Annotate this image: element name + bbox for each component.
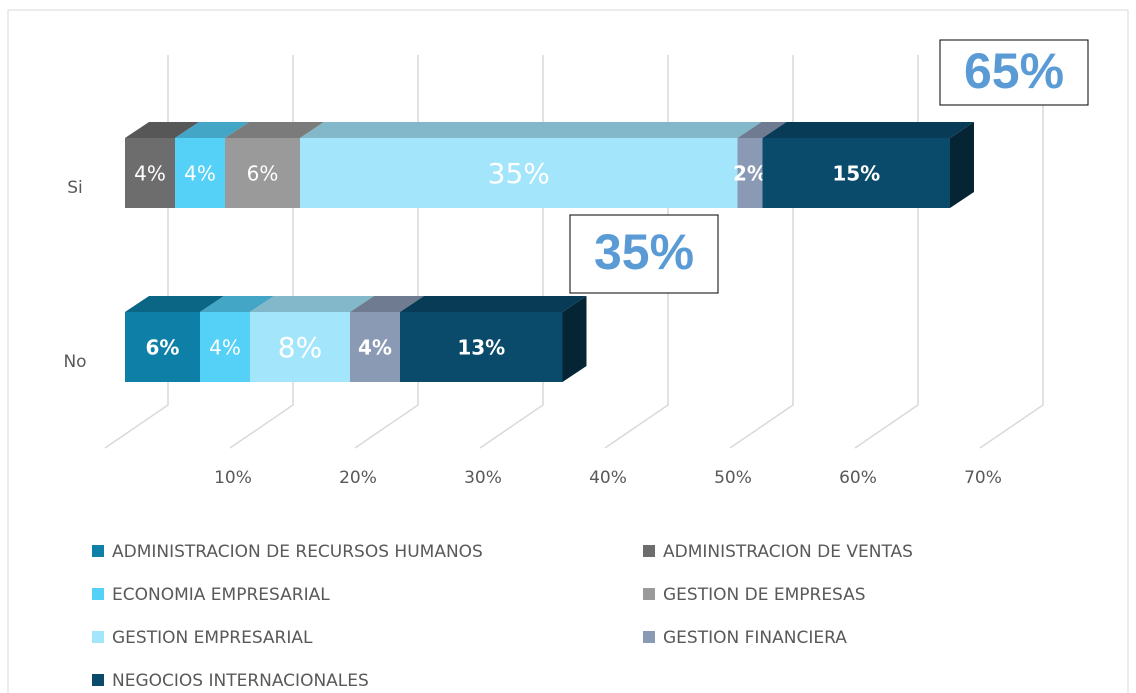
category-label: Si bbox=[67, 178, 83, 198]
annotation: 65% bbox=[964, 43, 1064, 99]
x-tick-label: 30% bbox=[464, 468, 502, 488]
bar-top bbox=[200, 296, 274, 312]
bar bbox=[250, 312, 350, 382]
bar bbox=[350, 312, 400, 382]
data-label: 15% bbox=[832, 162, 880, 186]
data-label: 4% bbox=[134, 162, 166, 186]
legend-label: ADMINISTRACION DE VENTAS bbox=[663, 542, 913, 562]
bar-top bbox=[125, 122, 199, 138]
data-label: 4% bbox=[184, 162, 216, 186]
data-label: 2% bbox=[733, 162, 767, 186]
x-tick-label: 60% bbox=[839, 468, 877, 488]
x-tick-label: 40% bbox=[589, 468, 627, 488]
bar bbox=[762, 138, 950, 208]
data-label: 8% bbox=[278, 331, 322, 364]
legend-swatch bbox=[643, 631, 655, 643]
bar-top bbox=[762, 122, 974, 138]
legend-label: GESTION DE EMPRESAS bbox=[663, 585, 866, 605]
bar-top bbox=[125, 296, 224, 312]
bar bbox=[200, 312, 250, 382]
bar bbox=[225, 138, 300, 208]
bar-top bbox=[737, 122, 787, 138]
bar-side bbox=[562, 296, 587, 382]
data-label: 4% bbox=[209, 336, 241, 360]
legend-swatch bbox=[643, 545, 655, 557]
annotation: 35% bbox=[594, 224, 694, 280]
bar bbox=[737, 138, 763, 208]
data-label: 6% bbox=[146, 336, 180, 360]
bar bbox=[175, 138, 225, 208]
data-label: 13% bbox=[457, 336, 505, 360]
data-label: 35% bbox=[488, 157, 550, 190]
x-tick-label: 50% bbox=[714, 468, 752, 488]
bar bbox=[400, 312, 563, 382]
legend-swatch bbox=[92, 674, 104, 686]
data-label: 4% bbox=[358, 336, 392, 360]
annotation-box bbox=[939, 39, 1089, 106]
x-tick-label: 20% bbox=[339, 468, 377, 488]
bar-side bbox=[950, 122, 974, 208]
bar bbox=[125, 312, 200, 382]
bar bbox=[300, 138, 738, 208]
legend-label: ADMINISTRACION DE RECURSOS HUMANOS bbox=[112, 542, 483, 562]
bar-top bbox=[175, 122, 249, 138]
bar bbox=[125, 138, 175, 208]
bar-top bbox=[300, 122, 762, 138]
x-tick-label: 10% bbox=[214, 468, 252, 488]
legend-swatch bbox=[643, 588, 655, 600]
legend-swatch bbox=[92, 631, 104, 643]
legend-label: ECONOMIA EMPRESARIAL bbox=[112, 585, 330, 605]
x-tick-label: 70% bbox=[964, 468, 1002, 488]
grid-line bbox=[979, 55, 1044, 449]
legend-swatch bbox=[92, 545, 104, 557]
bar-top bbox=[225, 122, 324, 138]
legend-label: NEGOCIOS INTERNACIONALES bbox=[112, 671, 369, 691]
bar-top bbox=[350, 296, 424, 312]
legend-label: GESTION FINANCIERA bbox=[663, 628, 847, 648]
bar-top bbox=[400, 296, 587, 312]
legend-label: GESTION EMPRESARIAL bbox=[112, 628, 313, 648]
legend-swatch bbox=[92, 588, 104, 600]
annotation-box bbox=[569, 214, 719, 294]
bar-top bbox=[250, 296, 374, 312]
category-label: No bbox=[63, 352, 86, 372]
data-label: 6% bbox=[247, 162, 279, 186]
